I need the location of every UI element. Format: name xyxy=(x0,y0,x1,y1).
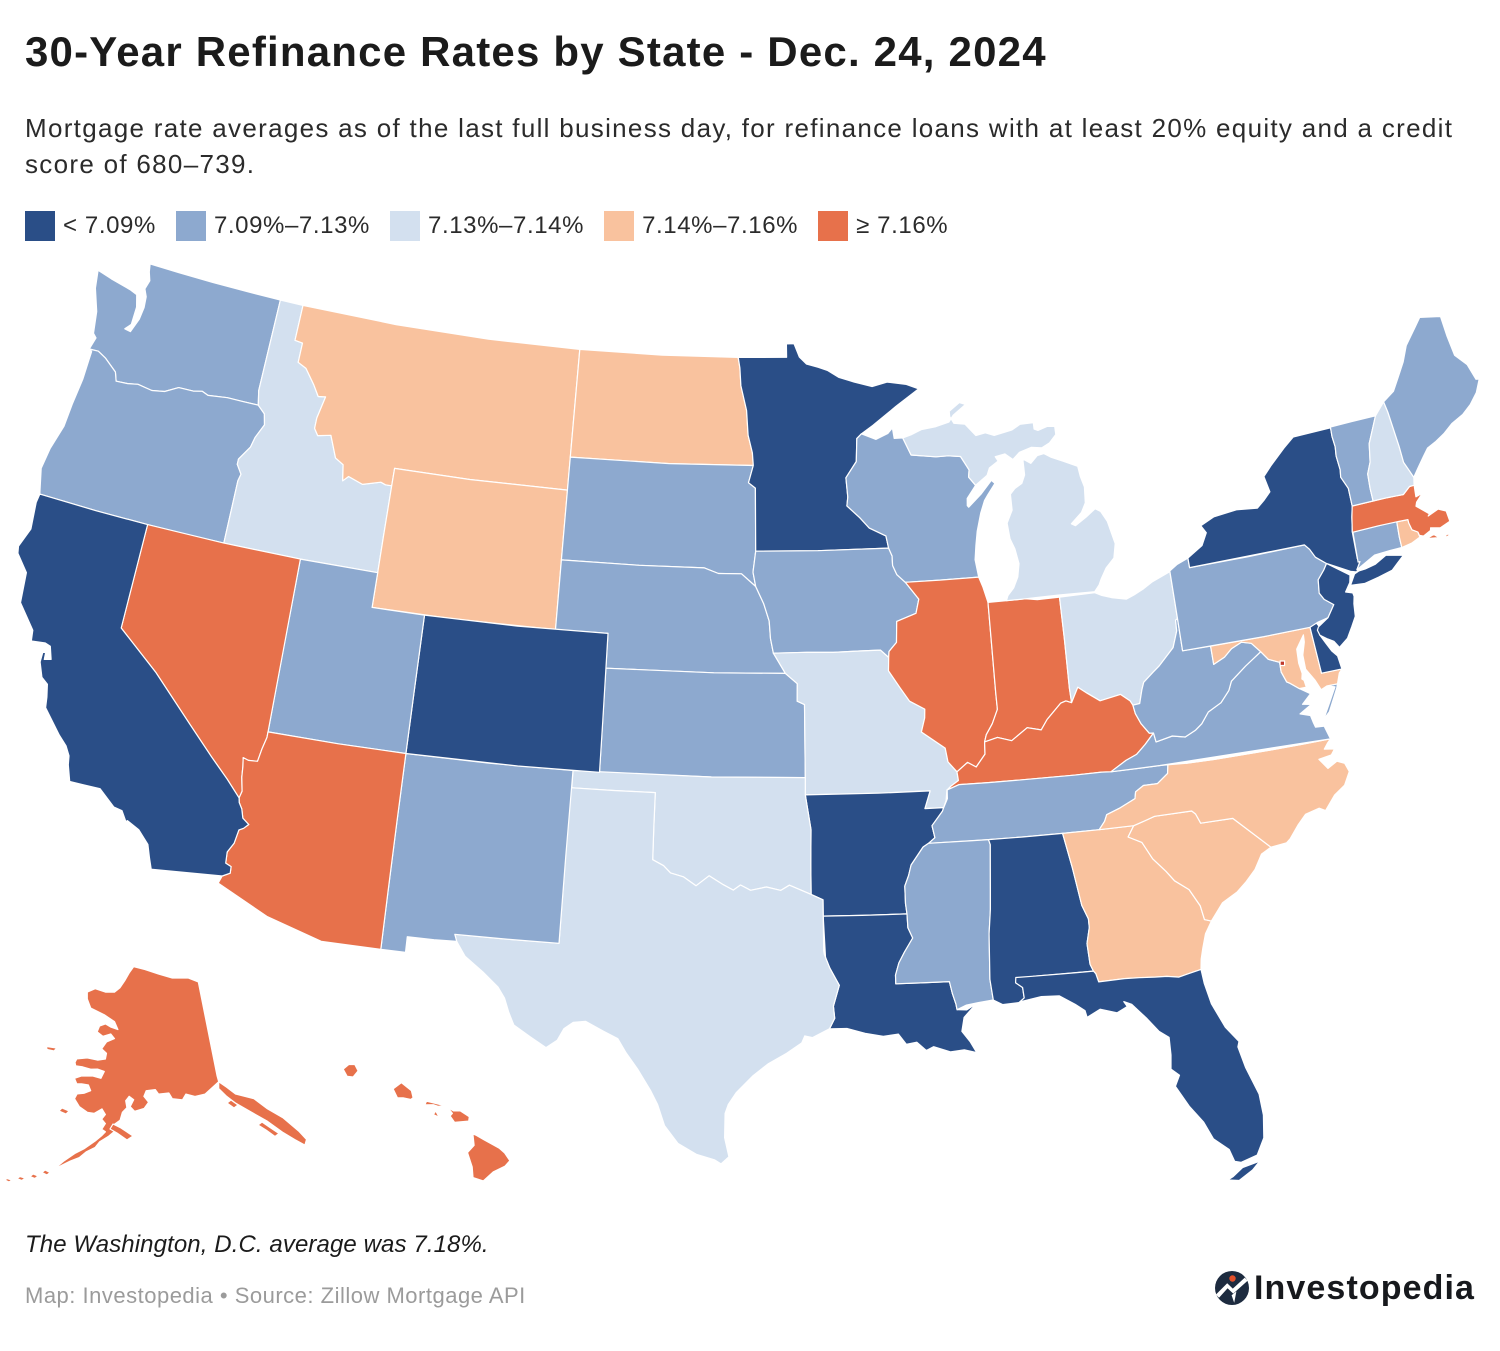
svg-text:Investopedia: Investopedia xyxy=(1254,1269,1475,1307)
